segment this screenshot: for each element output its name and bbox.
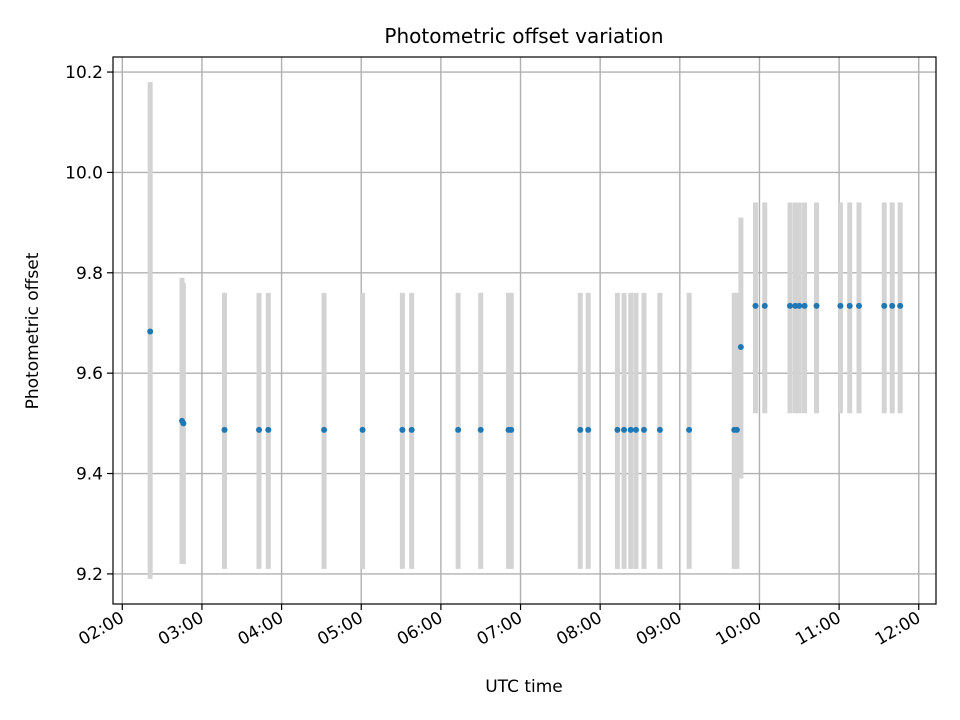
data-point [180,420,187,427]
grid [113,57,936,604]
x-tick-label: 04:00 [235,608,287,650]
data-point [359,426,366,433]
data-point [733,426,740,433]
x-axis-ticks: 02:00 03:00 04:00 05:00 06:00 07:00 08:00 09:00… [75,604,924,650]
data-point [801,302,808,309]
data-point [881,302,888,309]
data-point [256,426,263,433]
data-point [621,426,628,433]
data-point [408,426,415,433]
data-point [147,328,154,335]
data-point [577,426,584,433]
y-tick-label: 10.0 [65,163,103,183]
data-point [786,302,793,309]
y-tick-label: 9.4 [76,465,103,485]
x-axis-label: UTC time [485,677,563,697]
plot-frame [112,56,937,605]
data-point [813,302,820,309]
y-tick-label: 9.6 [76,364,103,384]
data-point [508,426,515,433]
data-point [265,426,272,433]
x-tick-label: 09:00 [633,608,685,650]
x-tick-label: 10:00 [713,608,765,650]
data-point [656,426,663,433]
y-tick-label: 9.2 [76,565,103,585]
x-tick-label: 06:00 [394,608,446,650]
x-tick-label: 11:00 [792,608,844,650]
data-point [837,302,844,309]
y-tick-label: 10.2 [65,63,103,83]
data-point [686,426,693,433]
x-tick-label: 02:00 [75,608,127,650]
data-point [627,426,634,433]
y-axis-label: Photometric offset [23,252,43,409]
data-point [752,302,759,309]
error-bars [147,82,903,579]
x-tick-label: 05:00 [314,608,366,650]
y-axis-ticks: 9.2 9.4 9.6 9.8 10.0 10.2 [65,63,113,585]
data-point [321,426,328,433]
data-point [477,426,484,433]
x-tick-label: 03:00 [155,608,207,650]
data-point [761,302,768,309]
x-tick-label: 07:00 [474,608,526,650]
data-point [399,426,406,433]
data-point [585,426,592,433]
data-point [796,302,803,309]
data-point [846,302,853,309]
data-point [455,426,462,433]
data-point [633,426,640,433]
data-point [614,426,621,433]
data-point [856,302,863,309]
data-point [640,426,647,433]
y-tick-label: 9.8 [76,264,103,284]
data-point [897,302,904,309]
x-tick-label: 08:00 [553,608,605,650]
data-point [737,344,744,351]
data-point [221,426,228,433]
chart-title: Photometric offset variation [384,24,663,48]
data-points [147,302,904,433]
data-point [889,302,896,309]
x-tick-label: 12:00 [872,608,924,650]
